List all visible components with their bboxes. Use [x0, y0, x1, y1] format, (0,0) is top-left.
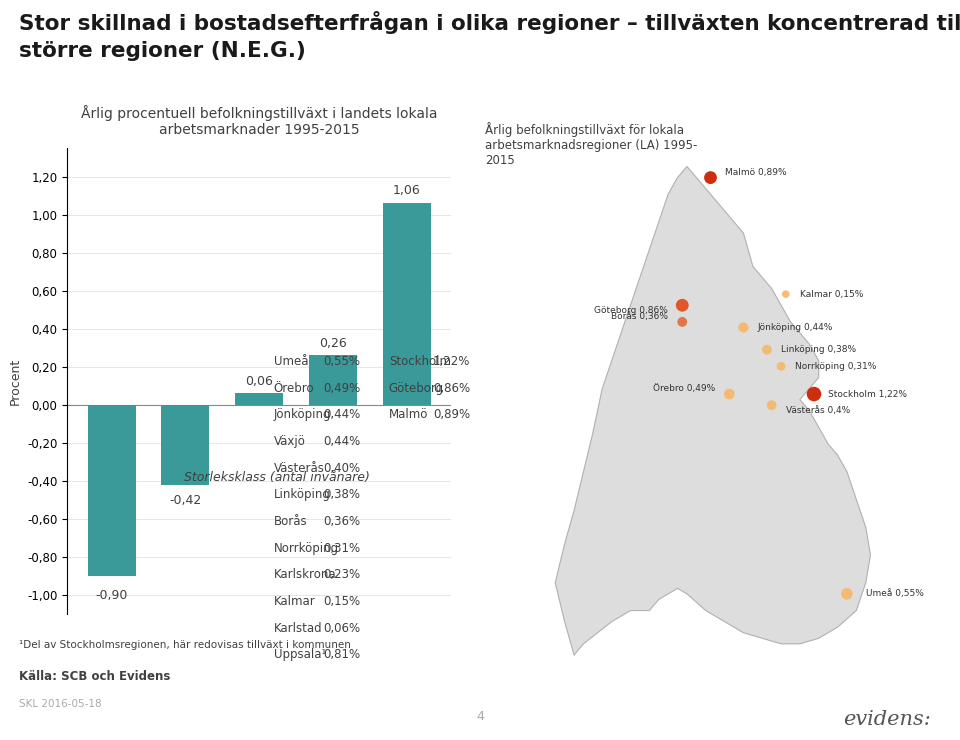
- Polygon shape: [555, 166, 871, 655]
- Text: 1,06: 1,06: [393, 184, 420, 198]
- Text: Karlstad: Karlstad: [274, 622, 323, 635]
- Text: 0,49%: 0,49%: [323, 382, 360, 395]
- Point: [764, 400, 780, 411]
- Text: 0,31%: 0,31%: [323, 542, 360, 555]
- Text: 0,44%: 0,44%: [323, 435, 360, 448]
- Text: 1,22%: 1,22%: [433, 355, 470, 369]
- Text: Umeå 0,55%: Umeå 0,55%: [866, 589, 924, 599]
- Bar: [161, 405, 209, 485]
- Text: 0,89%: 0,89%: [433, 408, 470, 422]
- Text: 0,44%: 0,44%: [323, 408, 360, 422]
- Text: Växjö: Växjö: [274, 435, 305, 448]
- Point: [675, 316, 690, 328]
- Point: [759, 343, 775, 356]
- Text: ¹Del av Stockholmsregionen, här redovisas tillväxt i kommunen: ¹Del av Stockholmsregionen, här redovisa…: [19, 640, 351, 650]
- Bar: [383, 204, 431, 405]
- Text: 0,06%: 0,06%: [323, 622, 360, 635]
- Text: 0,26: 0,26: [319, 337, 347, 350]
- Text: -0,90: -0,90: [95, 590, 128, 602]
- Text: 0,81%: 0,81%: [323, 648, 360, 662]
- Text: Jönköping 0,44%: Jönköping 0,44%: [757, 323, 833, 332]
- Point: [774, 360, 789, 372]
- Text: 10 000-50 000: 10 000-50 000: [148, 393, 223, 403]
- Text: Örebro: Örebro: [274, 382, 314, 395]
- Bar: [235, 394, 283, 405]
- Point: [778, 288, 793, 300]
- Text: Kalmar 0,15%: Kalmar 0,15%: [800, 289, 863, 299]
- Point: [675, 299, 690, 311]
- Text: Malmö: Malmö: [389, 408, 428, 422]
- Text: 500 000-: 500 000-: [384, 408, 430, 419]
- Text: Kalmar: Kalmar: [274, 595, 315, 608]
- Text: 0-10 000: 0-10 000: [88, 393, 134, 403]
- Text: 0,23%: 0,23%: [323, 568, 360, 582]
- Text: 0,15%: 0,15%: [323, 595, 360, 608]
- Text: Stockholm: Stockholm: [389, 355, 451, 369]
- Y-axis label: Procent: Procent: [9, 357, 21, 405]
- Text: Norrköping: Norrköping: [274, 542, 339, 555]
- Text: -0,42: -0,42: [169, 494, 202, 508]
- Bar: [309, 355, 357, 405]
- Text: Västerås 0,4%: Västerås 0,4%: [785, 406, 850, 415]
- Text: 0,86%: 0,86%: [433, 382, 470, 395]
- Text: Källa: SCB och Evidens: Källa: SCB och Evidens: [19, 670, 171, 683]
- Bar: [87, 405, 135, 576]
- Text: Jönköping: Jönköping: [274, 408, 331, 422]
- Text: Storleksklass (antal invånare): Storleksklass (antal invånare): [184, 471, 370, 485]
- Text: Örebro 0,49%: Örebro 0,49%: [653, 384, 715, 393]
- Point: [703, 172, 718, 184]
- Text: Västerås: Västerås: [274, 462, 324, 475]
- Text: Stor skillnad i bostadsefterfrågan i olika regioner – tillväxten koncentrerad ti: Stor skillnad i bostadsefterfrågan i oli…: [19, 11, 960, 34]
- Text: 0,55%: 0,55%: [323, 355, 360, 369]
- Point: [735, 321, 751, 333]
- Text: Linköping: Linköping: [274, 488, 330, 502]
- Text: 0,38%: 0,38%: [323, 488, 360, 502]
- Text: Karlskrona: Karlskrona: [274, 568, 336, 582]
- Text: SKL 2016-05-18: SKL 2016-05-18: [19, 699, 102, 710]
- Text: Malmö 0,89%: Malmö 0,89%: [725, 167, 786, 177]
- Text: Linköping 0,38%: Linköping 0,38%: [781, 345, 856, 354]
- Text: 0,36%: 0,36%: [323, 515, 360, 528]
- Point: [806, 388, 822, 400]
- Text: evidens:: evidens:: [844, 710, 931, 730]
- Text: Borås: Borås: [274, 515, 307, 528]
- Title: Årlig procentuell befolkningstillväxt i landets lokala
arbetsmarknader 1995-2015: Årlig procentuell befolkningstillväxt i …: [81, 105, 438, 137]
- Point: [722, 388, 737, 400]
- Text: 50 000-100 000: 50 000-100 000: [218, 408, 300, 419]
- Text: 4: 4: [476, 710, 484, 724]
- Text: Norrköping 0,31%: Norrköping 0,31%: [795, 362, 876, 371]
- Text: Stockholm 1,22%: Stockholm 1,22%: [828, 389, 907, 399]
- Text: Årlig befolkningstillväxt för lokala
arbetsmarknadsregioner (LA) 1995-
2015: Årlig befolkningstillväxt för lokala arb…: [485, 122, 697, 167]
- Text: 0,06: 0,06: [245, 374, 274, 388]
- Text: 100 000-500 000: 100 000-500 000: [289, 408, 377, 419]
- Text: Borås 0,36%: Borås 0,36%: [612, 312, 668, 321]
- Text: Göteborg: Göteborg: [389, 382, 444, 395]
- Text: Uppsala¹: Uppsala¹: [274, 648, 326, 662]
- Point: [839, 588, 854, 599]
- Text: 0,40%: 0,40%: [323, 462, 360, 475]
- Text: Umeå: Umeå: [274, 355, 308, 369]
- Text: Göteborg 0,86%: Göteborg 0,86%: [594, 306, 668, 315]
- Text: större regioner (N.E.G.): större regioner (N.E.G.): [19, 41, 306, 61]
